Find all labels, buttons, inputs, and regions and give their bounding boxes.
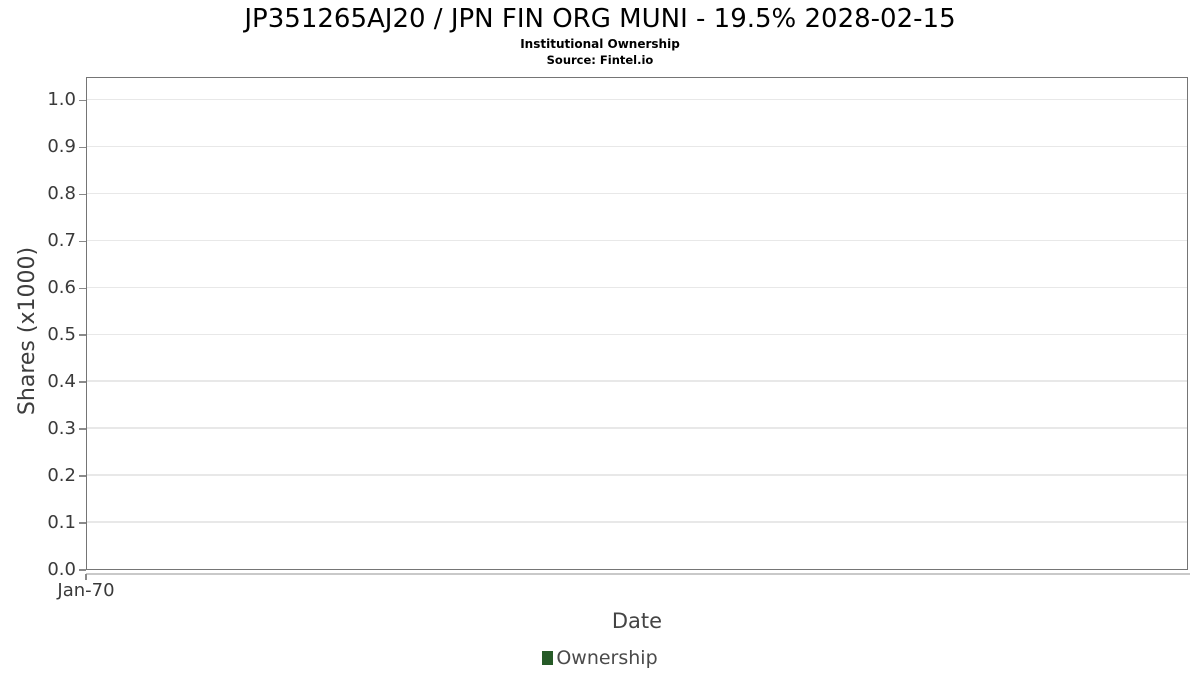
- y-tick-label: 0.2: [47, 465, 76, 487]
- y-tick-label: 0.7: [47, 230, 76, 252]
- y-tick-mark: [79, 334, 86, 336]
- gridline: [87, 98, 1187, 101]
- y-tick-mark: [79, 522, 86, 524]
- y-tick-mark: [79, 475, 86, 477]
- y-tick-mark: [79, 240, 86, 243]
- gridline: [87, 427, 1187, 429]
- legend-item-ownership[interactable]: Ownership: [542, 645, 658, 671]
- legend-swatch-icon: [542, 651, 554, 665]
- y-tick-mark: [79, 193, 86, 196]
- y-tick-label: 0.6: [47, 277, 76, 299]
- legend-label: Ownership: [556, 647, 658, 669]
- y-tick-mark: [79, 428, 86, 430]
- plot-area: [86, 77, 1188, 570]
- chart-source-attribution: Source: Fintel.io: [546, 53, 654, 67]
- y-tick-mark: [79, 287, 86, 290]
- y-tick-mark: [79, 569, 86, 571]
- y-tick-label: 0.8: [47, 183, 76, 205]
- x-axis-label: Date: [611, 609, 663, 633]
- gridline: [87, 521, 1187, 523]
- gridline: [87, 333, 1187, 335]
- y-tick-label: 0.3: [47, 418, 76, 440]
- chart-title: JP351265AJ20 / JPN FIN ORG MUNI - 19.5% …: [244, 4, 956, 34]
- y-tick-label: 0.5: [47, 324, 76, 346]
- y-tick-mark: [79, 99, 86, 102]
- y-tick-label: 0.0: [47, 559, 76, 580]
- gridline: [87, 474, 1187, 476]
- chart-subtitle: Institutional Ownership: [520, 37, 680, 51]
- gridline: [87, 192, 1187, 195]
- x-axis-line: [86, 573, 1190, 575]
- legend[interactable]: Ownership: [0, 645, 1200, 671]
- y-tick-label: 0.4: [47, 371, 76, 393]
- gridline: [87, 145, 1187, 148]
- x-tick-label: Jan-70: [57, 580, 115, 601]
- gridline: [87, 380, 1187, 382]
- y-tick-mark: [79, 381, 86, 383]
- y-tick-mark: [79, 146, 86, 149]
- y-tick-label: 0.1: [47, 512, 76, 534]
- gridline: [87, 286, 1187, 289]
- y-tick-label: 0.9: [47, 136, 76, 158]
- gridline: [87, 239, 1187, 242]
- y-tick-label: 1.0: [47, 89, 76, 111]
- x-tick-mark: [85, 574, 87, 580]
